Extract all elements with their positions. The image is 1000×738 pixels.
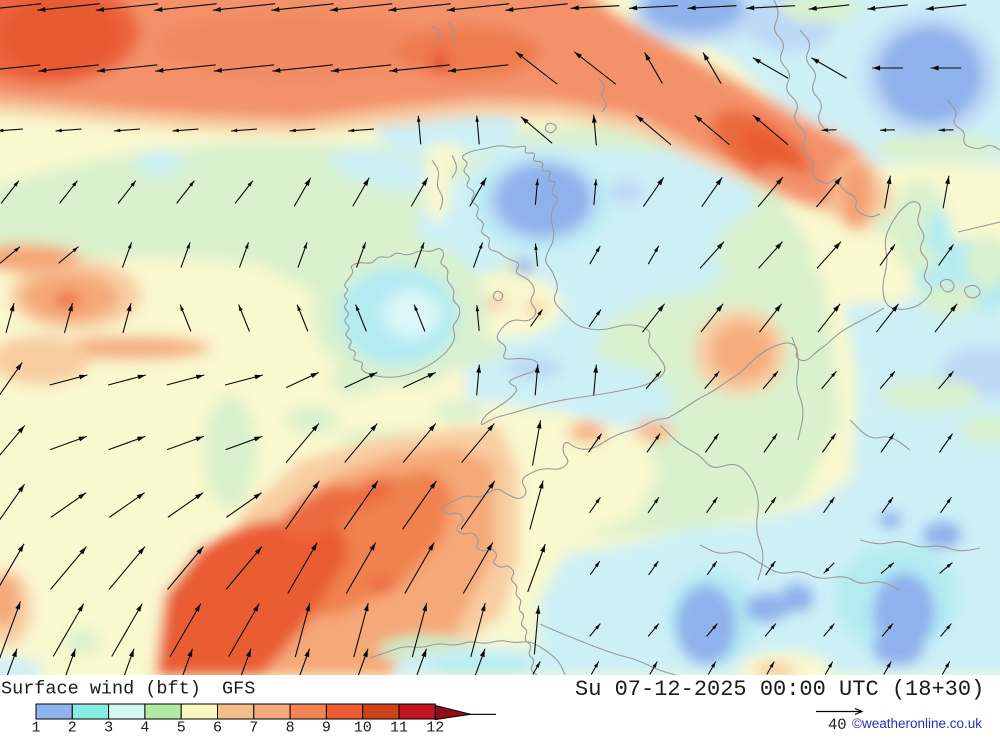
svg-text:8: 8 xyxy=(286,720,295,734)
svg-text:2: 2 xyxy=(68,720,77,734)
svg-text:5: 5 xyxy=(177,720,186,734)
svg-text:3: 3 xyxy=(104,720,113,734)
svg-text:11: 11 xyxy=(390,720,408,734)
svg-text:1: 1 xyxy=(31,720,40,734)
svg-text:4: 4 xyxy=(140,720,149,734)
svg-text:9: 9 xyxy=(322,720,331,734)
svg-text:Su 07-12-2025 00:00 UTC (18+30: Su 07-12-2025 00:00 UTC (18+30) xyxy=(575,677,984,702)
svg-text:6: 6 xyxy=(213,720,222,734)
svg-text:10: 10 xyxy=(354,720,372,734)
svg-text:12: 12 xyxy=(426,720,444,734)
svg-text:Surface wind (bft): Surface wind (bft) xyxy=(1,679,201,700)
svg-text:7: 7 xyxy=(249,720,258,734)
svg-text:40: 40 xyxy=(828,716,847,733)
svg-text:©weatheronline.co.uk: ©weatheronline.co.uk xyxy=(852,716,982,731)
svg-text:GFS: GFS xyxy=(222,679,255,700)
